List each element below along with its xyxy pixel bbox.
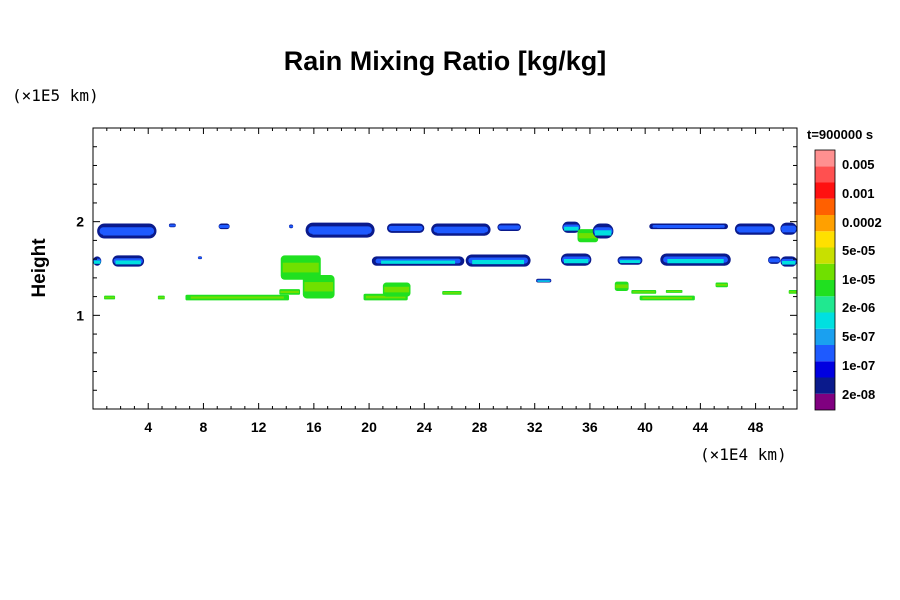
x-tick-label: 40 xyxy=(637,419,653,435)
colorbar-label: 0.0002 xyxy=(842,215,882,230)
data-region-core xyxy=(472,259,525,265)
data-region-core xyxy=(632,291,655,293)
data-region-core xyxy=(437,229,485,234)
x-tick-label: 32 xyxy=(527,419,543,435)
colorbar-segment xyxy=(815,247,835,264)
colorbar-segment xyxy=(815,231,835,248)
chart-title: Rain Mixing Ratio [kg/kg] xyxy=(283,46,607,76)
colorbar-segment xyxy=(815,280,835,297)
x-tick-label: 8 xyxy=(200,419,208,435)
data-region-core xyxy=(282,262,319,273)
x-tick-label: 24 xyxy=(417,419,433,435)
x-tick-label: 28 xyxy=(472,419,488,435)
data-region-core xyxy=(537,280,550,282)
colorbar-label: 1e-05 xyxy=(842,272,875,287)
colorbar-segment xyxy=(815,263,835,280)
data-region-core xyxy=(769,259,780,263)
data-region-core xyxy=(615,284,628,289)
data-region-core xyxy=(365,295,406,299)
data-region-core xyxy=(443,292,461,294)
x-tick-label: 48 xyxy=(748,419,764,435)
colorbar-frame xyxy=(814,149,836,411)
time-label: t=900000 s xyxy=(807,127,873,142)
data-region-core xyxy=(304,282,333,292)
data-region-core xyxy=(594,230,612,236)
data-region-core xyxy=(381,260,456,264)
colorbar-segment xyxy=(815,377,835,394)
y-tick-label: 1 xyxy=(76,307,84,323)
data-region-core xyxy=(666,290,682,293)
colorbar-label: 1e-07 xyxy=(842,358,875,373)
colorbar-segment xyxy=(815,296,835,313)
colorbar-segment xyxy=(815,312,835,329)
data-region-core xyxy=(716,283,728,286)
data-region-core xyxy=(190,296,284,299)
data-region-core xyxy=(499,226,519,230)
y-tick-label: 2 xyxy=(76,214,84,230)
colorbar-label: 2e-06 xyxy=(842,300,875,315)
data-region-core xyxy=(642,297,693,299)
data-region-core xyxy=(782,228,796,233)
x-tick-label: 4 xyxy=(144,419,152,435)
x-multiplier-label: (×1E4 km) xyxy=(700,445,787,464)
data-region-core xyxy=(384,286,410,293)
colorbar-segment xyxy=(815,150,835,167)
data-region-core xyxy=(563,258,589,264)
x-tick-label: 12 xyxy=(251,419,267,435)
data-region-core xyxy=(219,226,229,229)
colorbar-segment xyxy=(815,198,835,215)
data-region-core xyxy=(789,291,797,293)
data-region-core xyxy=(620,260,640,264)
data-region-core xyxy=(280,290,300,294)
y-multiplier-label: (×1E5 km) xyxy=(12,86,99,105)
x-tick-label: 16 xyxy=(306,419,322,435)
colorbar-label: 0.005 xyxy=(842,157,875,172)
data-region-core xyxy=(198,257,202,259)
colorbar-label: 5e-05 xyxy=(842,243,875,258)
x-tick-label: 36 xyxy=(582,419,598,435)
data-region-core xyxy=(158,296,165,299)
data-region-core xyxy=(93,260,101,264)
colorbar-segment xyxy=(815,215,835,232)
data-region-core xyxy=(104,296,115,299)
data-region-core xyxy=(578,233,598,239)
data-region-core xyxy=(103,230,151,236)
data-region-core xyxy=(312,229,368,235)
data-region-core xyxy=(169,225,176,227)
colorbar-segment xyxy=(815,328,835,345)
x-tick-label: 44 xyxy=(693,419,709,435)
data-region-core xyxy=(667,258,724,264)
data-region-core xyxy=(289,226,293,228)
colorbar-label: 5e-07 xyxy=(842,329,875,344)
data-region-core xyxy=(564,226,579,231)
colorbar-segment xyxy=(815,361,835,378)
data-region-core xyxy=(390,227,421,232)
colorbar-segment xyxy=(815,182,835,199)
data-region-core xyxy=(782,260,796,265)
x-tick-label: 20 xyxy=(361,419,377,435)
colorbar-segment xyxy=(815,345,835,362)
plot-frame xyxy=(92,127,798,410)
colorbar-segment xyxy=(815,166,835,183)
colorbar-segment xyxy=(815,393,835,410)
data-region-core xyxy=(657,226,721,229)
colorbar-label: 0.001 xyxy=(842,186,875,201)
data-region-core xyxy=(115,260,141,265)
data-region-core xyxy=(738,228,771,233)
colorbar-label: 2e-08 xyxy=(842,387,875,402)
